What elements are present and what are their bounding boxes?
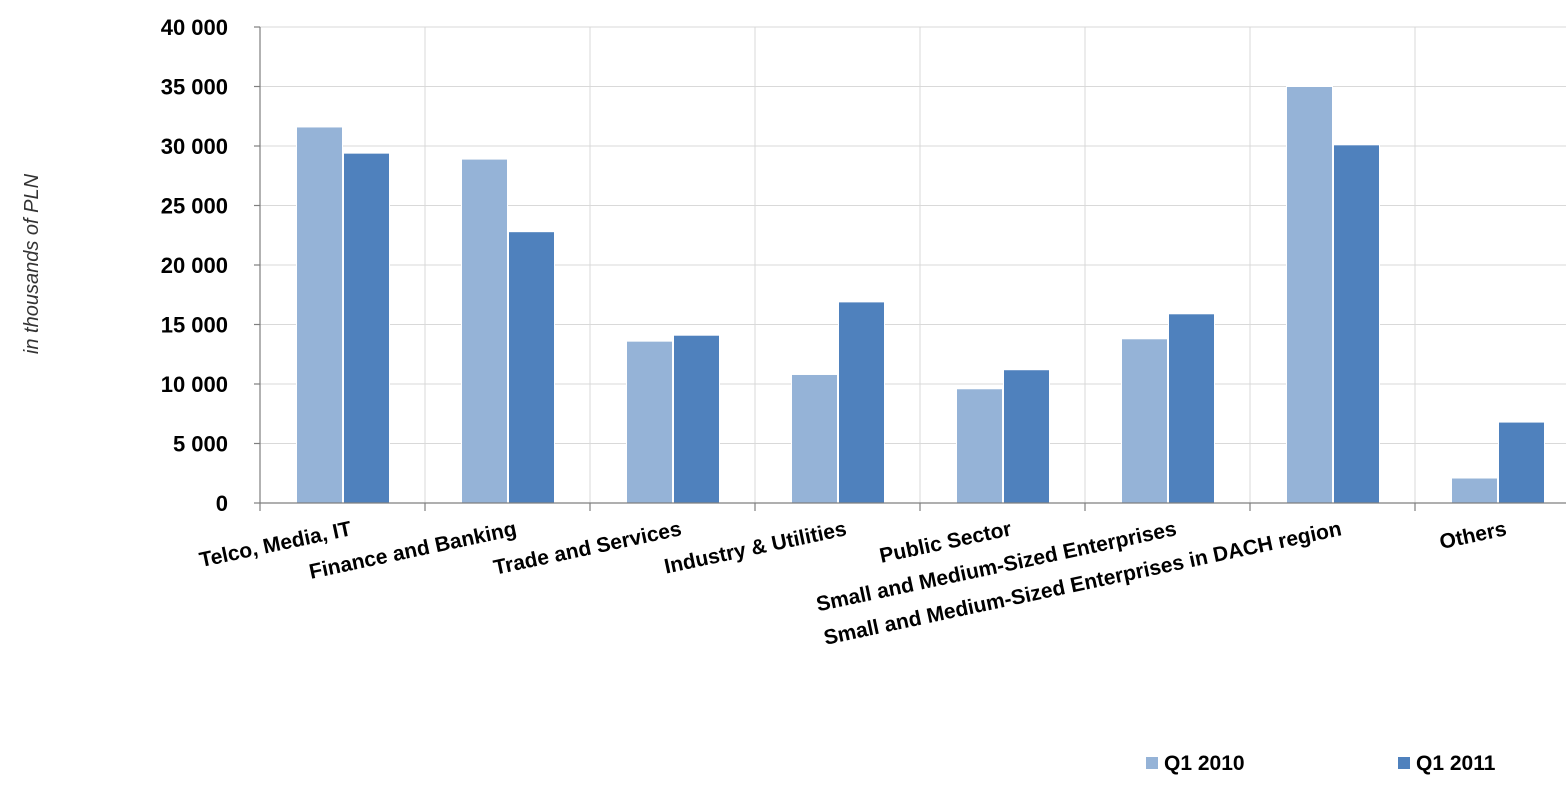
y-tick-label: 35 000 [161,75,228,100]
x-category-label: Industry & Utilities [662,517,848,578]
bar-q1-2010 [1286,86,1333,504]
legend-swatch [1398,757,1410,769]
y-tick-label: 40 000 [161,15,228,40]
y-tick-label: 25 000 [161,194,228,219]
y-axis-title: in thousands of PLN [21,173,43,354]
y-tick-label: 0 [216,491,228,516]
y-tick-label: 10 000 [161,372,228,397]
bar-q1-2010 [461,158,508,504]
bar-q1-2011 [1168,313,1215,504]
bar-q1-2010 [296,126,343,504]
legend-label: Q1 2011 [1416,752,1496,775]
axes [254,26,1566,511]
y-tick-label: 5 000 [173,432,228,457]
bar-q1-2010 [1451,477,1498,504]
y-tick-label: 20 000 [161,253,228,278]
bar-q1-2011 [343,152,390,504]
y-tick-label: 30 000 [161,134,228,159]
bar-q1-2010 [791,373,838,504]
bars [296,86,1545,504]
bar-q1-2010 [1121,338,1168,504]
bar-q1-2011 [508,231,555,504]
bar-q1-2011 [673,334,720,504]
legend-label: Q1 2010 [1164,752,1245,775]
bar-q1-2011 [1003,369,1050,504]
bar-q1-2010 [956,388,1003,504]
bar-q1-2011 [1498,421,1545,504]
bar-q1-2011 [1333,144,1380,504]
legend: Q1 2010 Q1 2011 [1146,752,1496,775]
bar-q1-2010 [626,340,673,504]
y-axis-ticks: 0 5 000 10 000 15 000 20 000 25 000 30 000 35 0… [161,15,228,516]
x-category-label: Others [1438,517,1509,554]
bar-q1-2011 [838,301,885,504]
y-tick-label: 15 000 [161,313,228,338]
legend-swatch [1146,757,1158,769]
x-category-label: Trade and Services [491,517,683,579]
